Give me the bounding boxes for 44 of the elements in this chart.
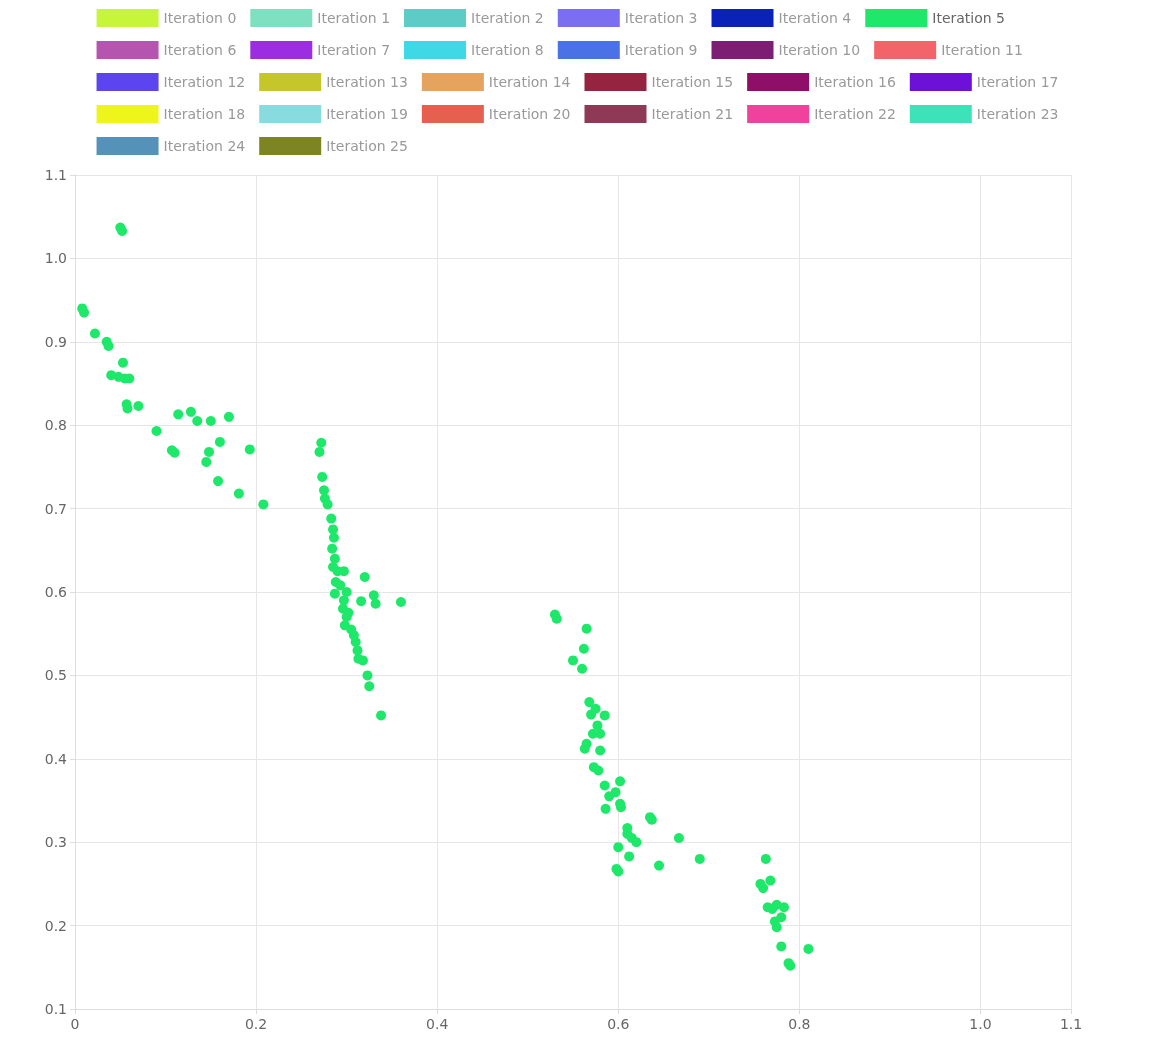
x-tick-label: 0.4: [426, 1016, 449, 1032]
x-tick-label: 1.0: [969, 1016, 992, 1032]
y-tick-label: 0.1: [44, 1001, 67, 1017]
y-tick-label: 0.6: [44, 584, 68, 600]
legend-label: Iteration 7: [317, 42, 391, 58]
legend-label: Iteration 19: [326, 106, 408, 122]
legend-label: Iteration 0: [163, 10, 237, 26]
legend-label: Iteration 16: [814, 74, 896, 90]
legend-label: Iteration 18: [163, 106, 246, 122]
legend-label: Iteration 5: [932, 10, 1006, 26]
legend-label: Iteration 9: [624, 42, 698, 58]
y-tick-label: 0.8: [44, 417, 67, 434]
legend-label: Iteration 13: [326, 74, 408, 90]
y-tick-label: 1.1: [44, 167, 67, 183]
legend-label: Iteration 22: [814, 106, 896, 122]
x-tick-label: 0.6: [607, 1016, 630, 1032]
legend-label: Iteration 6: [163, 42, 237, 58]
legend-label: Iteration 17: [976, 74, 1059, 90]
legend-label: Iteration 2: [471, 10, 544, 26]
y-tick-label: 0.2: [44, 917, 67, 934]
legend-label: Iteration 1: [317, 10, 391, 26]
legend-label: Iteration 20: [488, 106, 571, 122]
x-tick-label: 0.8: [788, 1016, 811, 1032]
y-tick-label: 0.4: [44, 750, 68, 767]
x-tick-label: 0.2: [244, 1016, 268, 1032]
legend-label: Iteration 25: [326, 138, 408, 154]
y-tick-label: 0.5: [44, 667, 67, 684]
legend-label: Iteration 11: [941, 42, 1023, 58]
legend-label: Iteration 15: [651, 74, 734, 90]
x-tick-label: 1.1: [1059, 1016, 1083, 1032]
legend-label: Iteration 23: [976, 106, 1059, 122]
legend-label: Iteration 8: [471, 42, 544, 58]
legend-label: Iteration 10: [778, 42, 861, 58]
legend-label: Iteration 4: [778, 10, 852, 26]
y-tick-label: 0.9: [44, 333, 67, 350]
legend-label: Iteration 12: [163, 74, 246, 90]
legend-label: Iteration 24: [163, 138, 246, 154]
y-tick-label: 0.3: [44, 834, 67, 851]
y-tick-label: 1.0: [44, 250, 67, 267]
legend-label: Iteration 14: [488, 74, 571, 90]
y-tick-label: 0.7: [44, 500, 67, 517]
legend-label: Iteration 3: [624, 10, 698, 26]
legend-label: Iteration 21: [651, 106, 734, 122]
x-tick-label: 0: [70, 1016, 80, 1032]
